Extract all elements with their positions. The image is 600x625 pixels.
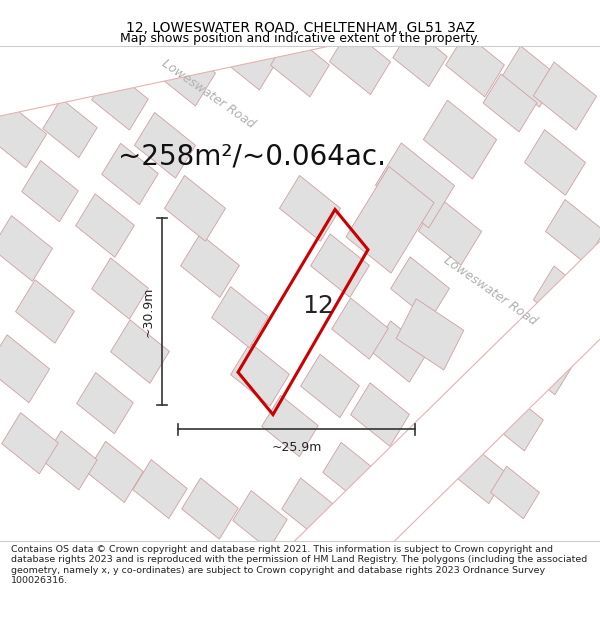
Polygon shape	[329, 29, 391, 94]
Polygon shape	[502, 46, 559, 107]
Polygon shape	[311, 234, 370, 298]
Polygon shape	[281, 478, 338, 539]
Polygon shape	[0, 216, 53, 281]
Text: Map shows position and indicative extent of the property.: Map shows position and indicative extent…	[120, 32, 480, 45]
Polygon shape	[396, 299, 464, 370]
Polygon shape	[524, 129, 586, 196]
Polygon shape	[262, 396, 319, 457]
Text: ~30.9m: ~30.9m	[142, 286, 155, 337]
Polygon shape	[92, 258, 148, 319]
Polygon shape	[376, 143, 455, 228]
Polygon shape	[134, 112, 196, 178]
Polygon shape	[77, 372, 133, 434]
Polygon shape	[43, 99, 97, 158]
Text: 12, LOWESWATER ROAD, CHELTENHAM, GL51 3AZ: 12, LOWESWATER ROAD, CHELTENHAM, GL51 3A…	[125, 21, 475, 34]
Text: ~258m²/~0.064ac.: ~258m²/~0.064ac.	[118, 142, 386, 171]
Polygon shape	[323, 442, 377, 501]
Polygon shape	[0, 0, 485, 127]
Polygon shape	[181, 234, 239, 298]
Polygon shape	[393, 28, 447, 86]
Polygon shape	[515, 331, 574, 395]
Polygon shape	[92, 69, 148, 130]
Polygon shape	[0, 35, 58, 107]
Polygon shape	[453, 445, 507, 504]
Polygon shape	[374, 467, 426, 522]
Polygon shape	[446, 33, 505, 97]
Text: ~25.9m: ~25.9m	[271, 441, 322, 454]
Text: Contains OS data © Crown copyright and database right 2021. This information is : Contains OS data © Crown copyright and d…	[11, 545, 587, 585]
Polygon shape	[110, 320, 169, 383]
Polygon shape	[391, 257, 449, 320]
Polygon shape	[233, 491, 287, 549]
Polygon shape	[0, 100, 47, 168]
Polygon shape	[55, 29, 115, 94]
Polygon shape	[182, 478, 238, 539]
Polygon shape	[371, 321, 428, 382]
Polygon shape	[22, 161, 79, 222]
Polygon shape	[86, 441, 143, 503]
Polygon shape	[154, 40, 215, 106]
Polygon shape	[280, 176, 341, 241]
Polygon shape	[271, 33, 329, 97]
Polygon shape	[533, 62, 596, 130]
Polygon shape	[346, 166, 434, 273]
Polygon shape	[133, 459, 187, 519]
Text: Loweswater Road: Loweswater Road	[441, 254, 539, 328]
Polygon shape	[221, 29, 278, 90]
Polygon shape	[289, 134, 600, 603]
Text: Loweswater Road: Loweswater Road	[159, 57, 257, 131]
Polygon shape	[533, 266, 596, 334]
Polygon shape	[424, 100, 497, 179]
Polygon shape	[487, 390, 544, 451]
Polygon shape	[164, 176, 226, 241]
Polygon shape	[483, 74, 537, 132]
Polygon shape	[16, 280, 74, 343]
Polygon shape	[545, 199, 600, 263]
Polygon shape	[101, 143, 158, 204]
Polygon shape	[2, 412, 58, 474]
Text: 12: 12	[302, 294, 334, 318]
Polygon shape	[76, 194, 134, 258]
Polygon shape	[301, 354, 359, 418]
Polygon shape	[418, 198, 482, 265]
Polygon shape	[332, 298, 388, 359]
Polygon shape	[491, 466, 539, 519]
Polygon shape	[350, 383, 409, 446]
Polygon shape	[212, 287, 268, 348]
Polygon shape	[0, 335, 50, 402]
Polygon shape	[43, 431, 97, 490]
Polygon shape	[230, 342, 289, 406]
